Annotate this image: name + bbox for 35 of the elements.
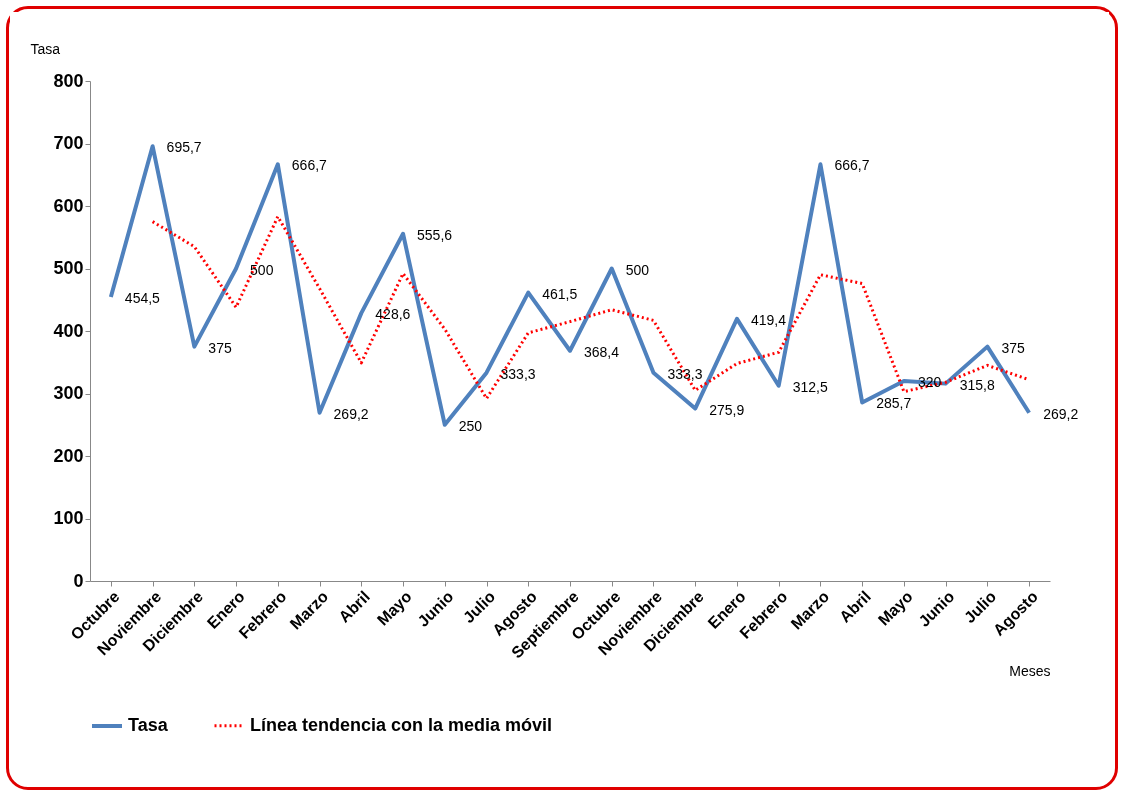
data-label: 419,4 bbox=[750, 311, 787, 328]
data-label: 285,7 bbox=[876, 395, 912, 412]
data-label: 315,8 bbox=[959, 376, 995, 393]
y-tick-label: 400 bbox=[53, 320, 84, 341]
data-label: 269,2 bbox=[333, 405, 369, 422]
data-label: 375 bbox=[208, 339, 232, 356]
data-label: 555,6 bbox=[417, 226, 453, 243]
data-label: 333,3 bbox=[667, 365, 703, 382]
data-label: 368,4 bbox=[584, 343, 620, 360]
data-label: 250 bbox=[458, 417, 483, 434]
data-label: 695,7 bbox=[166, 139, 202, 156]
data-label: 500 bbox=[625, 261, 650, 278]
data-label: 461,5 bbox=[542, 285, 578, 302]
x-axis-title: Meses bbox=[1009, 663, 1051, 680]
data-label: 428,6 bbox=[375, 306, 411, 323]
data-label: 666,7 bbox=[834, 157, 870, 174]
y-tick-label: 500 bbox=[53, 258, 84, 278]
data-label: 454,5 bbox=[124, 289, 161, 306]
data-label: 312,5 bbox=[792, 378, 828, 395]
data-label: 275,9 bbox=[709, 401, 745, 418]
data-label: 500 bbox=[250, 261, 274, 278]
y-tick-label: 600 bbox=[53, 195, 84, 216]
data-label: 269,2 bbox=[1043, 405, 1079, 422]
data-label: 333,3 bbox=[500, 365, 536, 382]
y-axis-title: Tasa bbox=[30, 40, 61, 57]
y-tick-label: 100 bbox=[53, 508, 84, 528]
data-label: 666,7 bbox=[291, 157, 328, 174]
data-label: 375 bbox=[1001, 339, 1025, 356]
legend-label: Tasa bbox=[128, 715, 169, 735]
y-tick-label: 0 bbox=[73, 570, 84, 591]
legend-label: Línea tendencia con la media móvil bbox=[250, 714, 553, 735]
y-tick-label: 300 bbox=[53, 383, 84, 403]
y-tick-label: 700 bbox=[53, 133, 84, 153]
y-tick-label: 200 bbox=[53, 445, 84, 466]
y-tick-label: 800 bbox=[53, 70, 84, 91]
